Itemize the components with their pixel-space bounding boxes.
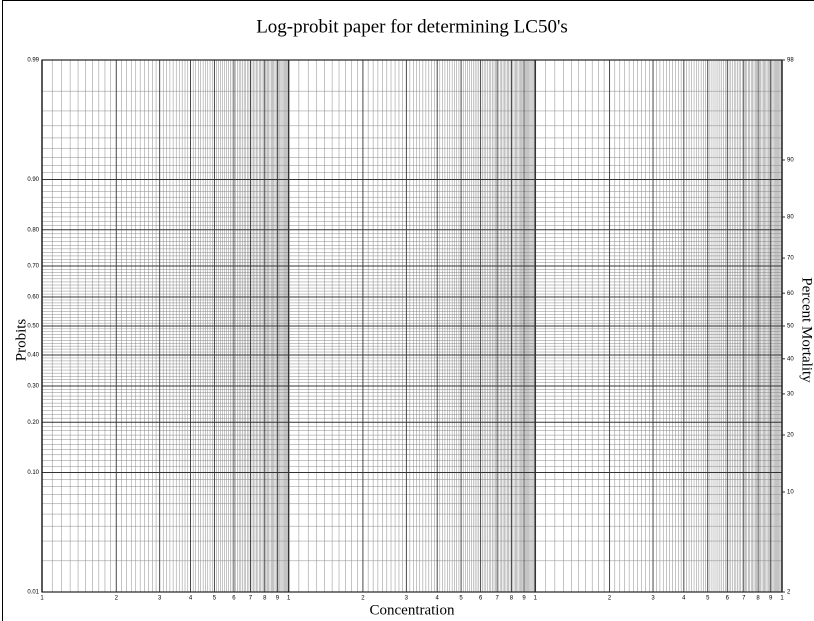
- x-tick-label: 9: [522, 596, 526, 602]
- y-tick-label: 0.99: [27, 58, 39, 64]
- x-tick-label: 5: [706, 596, 710, 602]
- y-tick-label: 0.01: [27, 590, 39, 596]
- x-tick-label: 5: [213, 596, 217, 602]
- y-tick-label: 0.60: [27, 295, 39, 301]
- y-axis-label: Probits: [13, 319, 29, 362]
- y2-tick-label: 20: [787, 433, 794, 439]
- x-tick-label: 9: [276, 596, 280, 602]
- y-tick-label: 0.10: [27, 470, 39, 476]
- x-axis-label: Concentration: [370, 602, 455, 618]
- y2-tick-label: 80: [787, 215, 794, 221]
- y2-axis-label: Percent Mortality: [799, 277, 814, 383]
- y-tick-label: 0.80: [27, 227, 39, 233]
- x-tick-label: 7: [495, 596, 499, 602]
- x-tick-label: 1: [40, 596, 44, 602]
- x-tick-label: 2: [608, 596, 612, 602]
- x-tick-label: 6: [726, 596, 730, 602]
- x-tick-label: 2: [361, 596, 365, 602]
- x-tick-label: 4: [189, 596, 193, 602]
- plot-frame: [41, 59, 783, 593]
- y2-tick-label: 50: [787, 324, 794, 330]
- y2-tick-label: 60: [787, 291, 794, 297]
- y2-tick-label: 30: [787, 391, 794, 397]
- x-tick-label: 8: [510, 596, 514, 602]
- x-tick-label: 3: [158, 596, 162, 602]
- y-tick-label: 0.90: [27, 177, 39, 183]
- x-tick-label: 1: [287, 596, 291, 602]
- y-tick-label: 0.20: [27, 420, 39, 426]
- y-tick-label: 0.50: [27, 324, 39, 330]
- y-tick-label: 0.70: [27, 264, 39, 270]
- x-tick-label: 3: [651, 596, 655, 602]
- y2-tick-label: 98: [787, 58, 794, 64]
- x-tick-label: 1: [534, 596, 538, 602]
- x-tick-label: 8: [263, 596, 267, 602]
- x-tick-label: 7: [742, 596, 746, 602]
- y2-tick-label: 2: [787, 590, 791, 596]
- x-tick-label: 6: [232, 596, 236, 602]
- x-tick-label: 4: [436, 596, 440, 602]
- x-tick-label: 6: [479, 596, 483, 602]
- y2-tick-label: 10: [787, 490, 794, 496]
- x-tick-label: 3: [405, 596, 409, 602]
- x-tick-label: 9: [769, 596, 773, 602]
- x-tick-label: 5: [459, 596, 463, 602]
- y2-tick-label: 70: [787, 256, 794, 262]
- y-tick-label: 0.40: [27, 353, 39, 359]
- chart-title: Log-probit paper for determining LC50's: [256, 16, 568, 37]
- x-tick-label: 2: [115, 596, 119, 602]
- y2-tick-label: 90: [787, 158, 794, 164]
- y2-tick-label: 40: [787, 356, 794, 362]
- y-tick-label: 0.30: [27, 384, 39, 390]
- x-tick-label: 7: [249, 596, 253, 602]
- x-tick-label: 4: [682, 596, 686, 602]
- x-tick-label: 1: [780, 596, 784, 602]
- x-tick-label: 8: [756, 596, 760, 602]
